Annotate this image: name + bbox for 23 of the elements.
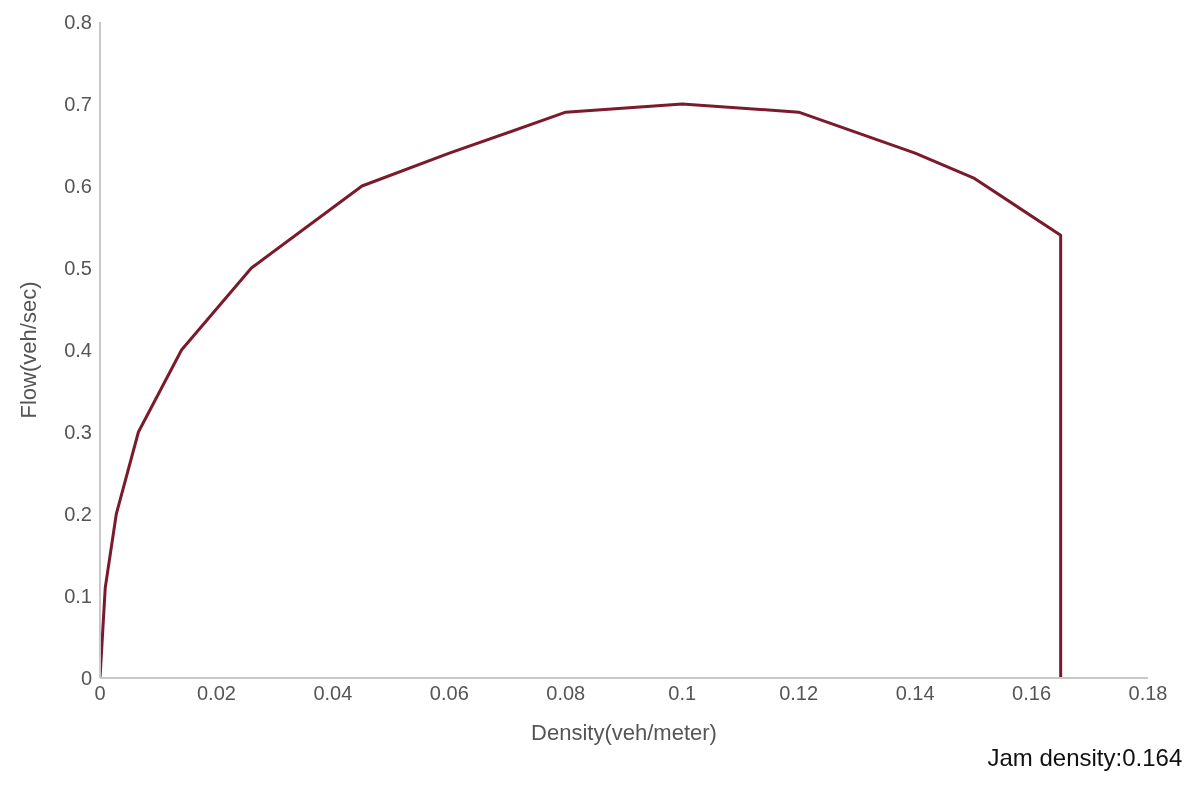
x-tick-label: 0.02 — [196, 682, 236, 705]
x-tick-label: 0.04 — [313, 682, 353, 705]
x-tick-label: 0.18 — [1128, 682, 1168, 705]
x-tick-label: 0.06 — [429, 682, 469, 705]
x-tick-label: 0.16 — [1012, 682, 1052, 705]
x-axis-title: Density(veh/meter) — [531, 720, 717, 745]
x-tick-label: 0.08 — [546, 682, 586, 705]
y-tick-label: 0 — [80, 667, 92, 690]
x-tick-label: 0.14 — [895, 682, 935, 705]
line-series — [100, 102, 1063, 678]
y-tick-label: 0.2 — [64, 503, 92, 526]
y-tick-label: 0.5 — [64, 257, 92, 280]
y-tick-label: 0.1 — [64, 585, 92, 608]
y-axis-title: Flow(veh/sec) — [15, 281, 41, 419]
x-tick-label: 0.1 — [668, 682, 697, 705]
annotation: Jam density:0.164 — [987, 744, 1183, 771]
y-tick-label: 0.8 — [64, 11, 92, 34]
x-tick-label: 0.12 — [779, 682, 819, 705]
y-tick-label: 0.7 — [64, 93, 92, 116]
x-tick-label: 0 — [94, 682, 106, 705]
y-tick-label: 0.6 — [64, 175, 92, 198]
y-tick-label: 0.3 — [64, 421, 92, 444]
y-tick-label: 0.4 — [64, 339, 92, 362]
